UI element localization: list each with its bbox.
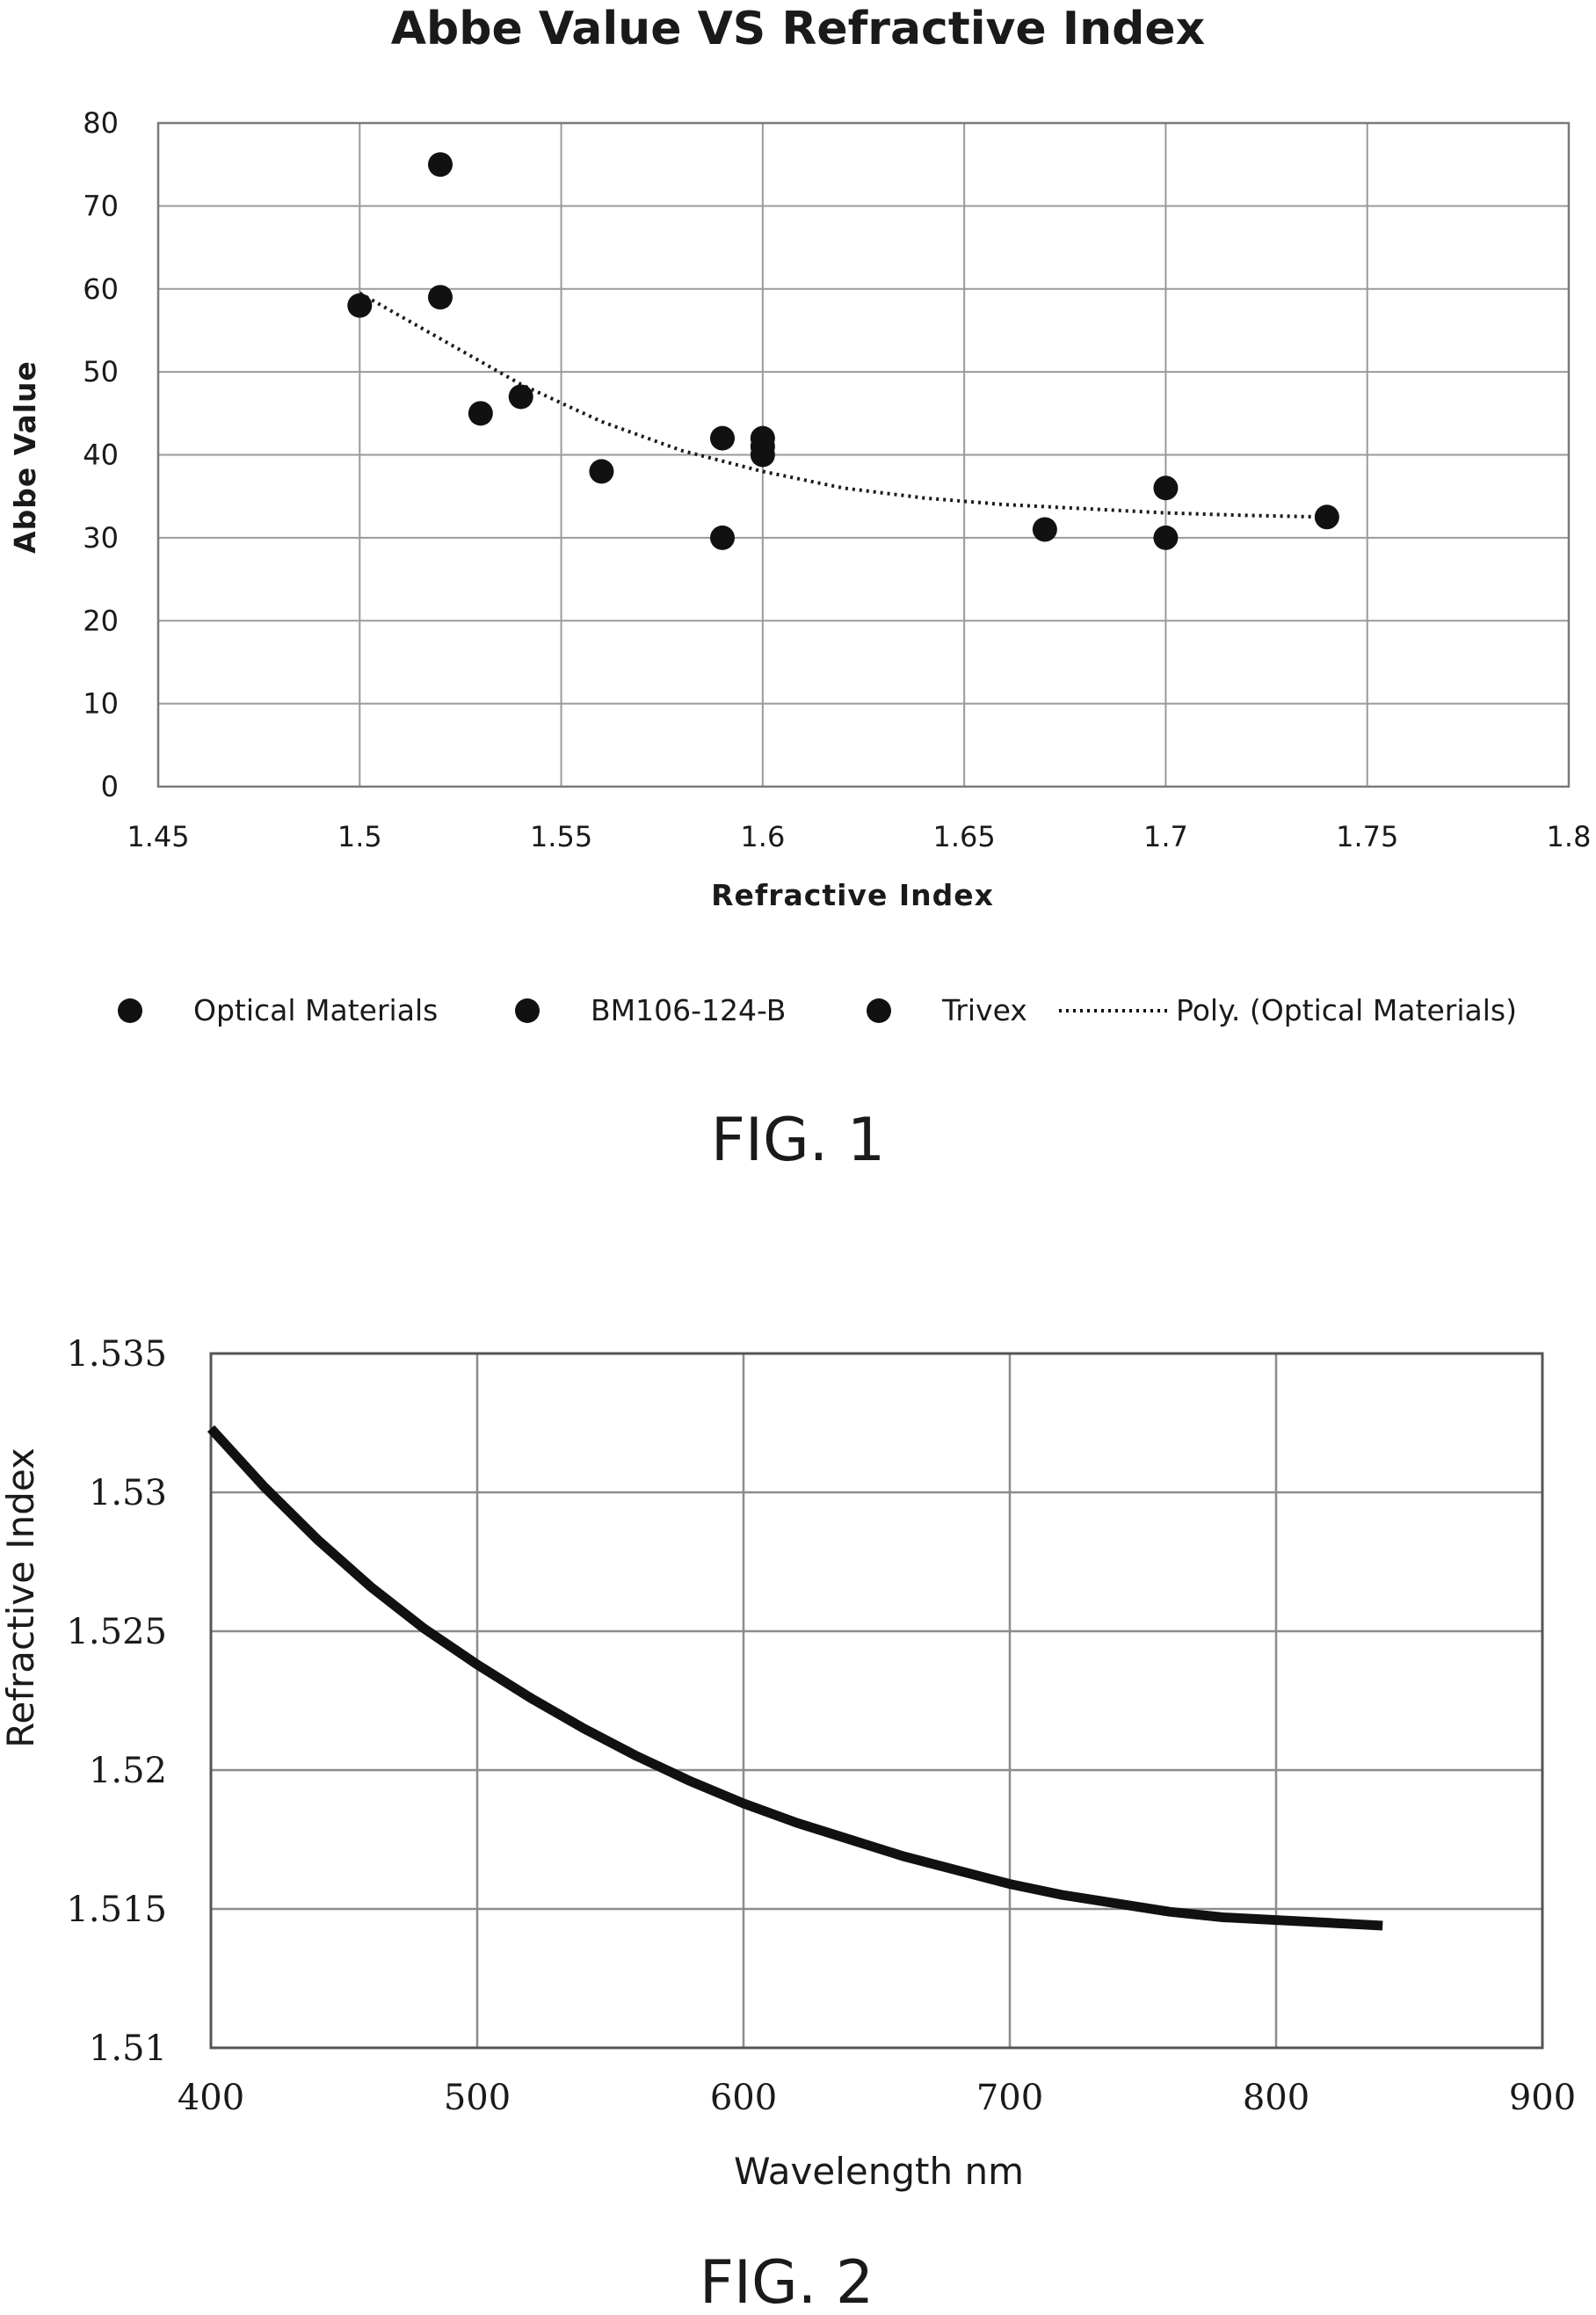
legend-marker-trivex: [867, 998, 891, 1023]
chart-1-y-tick-label: 40: [83, 439, 119, 472]
chart-2-y-tick-label: 1.52: [89, 1751, 167, 1791]
chart-1-x-tick-label: 1.55: [530, 820, 592, 853]
chart-1-x-tick-label: 1.75: [1336, 820, 1398, 853]
chart-2: 400 500 600 700 800 900 1.511.5151.521.5251.5…: [0, 1334, 1576, 2315]
chart-1-x-tick-label: 1.6: [740, 820, 785, 853]
chart-1-point-series-0: [1314, 504, 1339, 530]
chart-1-point-series-0: [1153, 525, 1179, 550]
chart-1-legend: Optical Materials BM106-124-B Trivex Pol…: [118, 993, 1517, 1027]
chart-1: Abbe Value VS Refractive Index 1.45 1.5 1.…: [8, 3, 1591, 1175]
chart-1-y-tick-label: 80: [83, 106, 119, 140]
chart-2-series-line: [207, 1425, 1383, 1931]
chart-1-point-series-1: [428, 152, 453, 178]
chart-1-y-tick-label: 50: [83, 355, 119, 388]
chart-1-x-tick-label: 1.8: [1547, 820, 1592, 853]
chart-2-gridlines: [209, 1352, 1544, 2050]
chart-2-x-axis-label: Wavelength nm: [734, 2150, 1024, 2193]
legend-marker-optical-materials: [118, 998, 142, 1023]
chart-1-point-series-0: [710, 425, 735, 451]
chart-1-point-series-0: [710, 525, 735, 550]
chart-1-y-tick-label: 10: [83, 687, 119, 721]
chart-1-point-series-0: [1153, 475, 1179, 501]
chart-2-x-tick-label: 900: [1509, 2078, 1576, 2118]
chart-1-y-axis-label: Abbe Value: [8, 360, 42, 554]
chart-1-x-tick-label: 1.7: [1143, 820, 1188, 853]
chart-1-x-tick-label: 1.45: [127, 820, 189, 853]
chart-1-point-series-0: [589, 459, 614, 484]
chart-1-trendline: [359, 291, 1327, 519]
chart-1-point-series-2: [750, 434, 775, 460]
chart-1-y-tick-label: 30: [83, 521, 119, 555]
chart-1-point-series-0: [468, 401, 493, 426]
figure-2-caption: FIG. 2: [700, 2248, 874, 2315]
chart-1-x-tick-label: 1.65: [933, 820, 996, 853]
chart-1-y-ticks: 0 10 20 30 40 50 60 70 80: [83, 106, 119, 803]
chart-1-y-tick-label: 0: [101, 770, 119, 803]
chart-2-y-tick-label: 1.515: [66, 1890, 167, 1930]
chart-1-gridlines: [157, 122, 1570, 787]
chart-2-y-axis-label: Refractive Index: [0, 1448, 42, 1748]
chart-1-point-series-0: [508, 384, 533, 410]
chart-2-x-tick-label: 600: [710, 2078, 777, 2118]
chart-1-points: [347, 152, 1339, 550]
chart-1-y-tick-label: 20: [83, 604, 119, 637]
chart-2-x-ticks: 400 500 600 700 800 900: [178, 2078, 1576, 2118]
chart-1-x-tick-label: 1.5: [337, 820, 382, 853]
figure-1-caption: FIG. 1: [711, 1106, 885, 1175]
chart-1-plot-area: [156, 121, 1571, 788]
chart-2-y-tick-label: 1.525: [66, 1612, 167, 1652]
legend-label-trivex: Trivex: [941, 993, 1027, 1027]
chart-2-y-tick-label: 1.535: [66, 1334, 167, 1375]
legend-label-bm106-124-b: BM106-124-B: [591, 993, 786, 1027]
chart-1-y-tick-label: 60: [83, 272, 119, 306]
chart-2-y-tick-label: 1.53: [89, 1473, 167, 1513]
chart-1-x-ticks: 1.45 1.5 1.55 1.6 1.65 1.7 1.75 1.8: [127, 820, 1591, 853]
chart-2-x-tick-label: 700: [976, 2078, 1043, 2118]
chart-1-point-series-0: [428, 285, 453, 310]
chart-1-point-series-0: [347, 293, 373, 318]
chart-2-x-tick-label: 500: [444, 2078, 511, 2118]
legend-label-optical-materials: Optical Materials: [193, 993, 438, 1027]
chart-2-y-ticks: 1.51 1.515 1.52 1.525 1.53 1.535: [66, 1334, 167, 2069]
chart-2-x-tick-label: 800: [1243, 2078, 1309, 2118]
legend-label-trendline: Poly. (Optical Materials): [1176, 993, 1517, 1027]
chart-1-y-tick-label: 70: [83, 189, 119, 222]
chart-1-title: Abbe Value VS Refractive Index: [391, 3, 1205, 55]
chart-2-x-tick-label: 400: [178, 2078, 244, 2118]
chart-1-point-series-0: [1032, 517, 1057, 542]
chart-2-y-tick-label: 1.51: [89, 2028, 167, 2069]
legend-marker-bm106-124-b: [515, 998, 540, 1023]
chart-1-x-axis-label: Refractive Index: [711, 878, 994, 912]
chart-2-plot-area: [209, 1352, 1544, 2050]
